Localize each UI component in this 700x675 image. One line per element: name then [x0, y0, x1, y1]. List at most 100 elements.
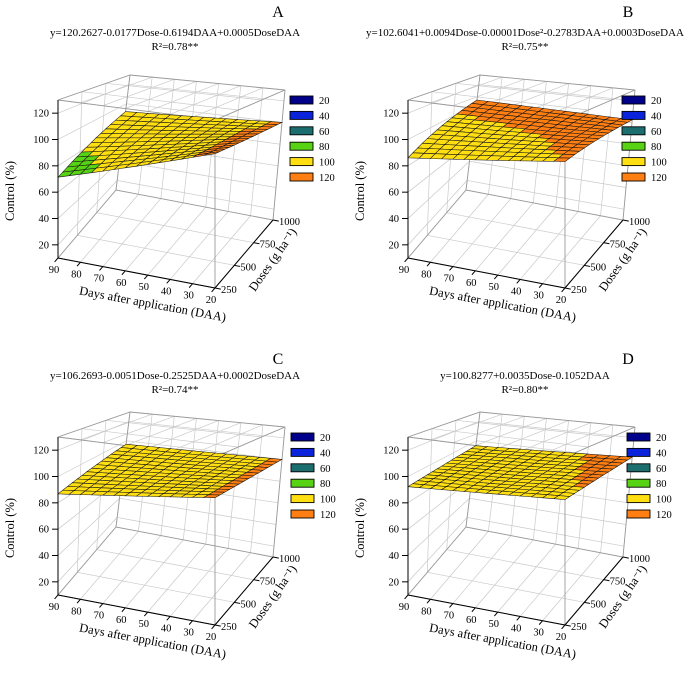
tick-label: 60 — [466, 615, 477, 626]
box-grid — [407, 411, 636, 626]
surface-mesh — [407, 99, 634, 162]
tick-label: 30 — [183, 291, 194, 302]
tick-label: 30 — [183, 628, 194, 639]
tick-label: 100 — [33, 472, 49, 483]
legend-swatch — [621, 110, 646, 120]
tick-label: 120 — [383, 446, 399, 457]
legend-value: 60 — [320, 464, 331, 475]
regression-equation: y=102.6041+0.0094Dose-0.00001Dose²-0.278… — [366, 27, 684, 39]
r-squared-value: R²=0.78** — [151, 41, 199, 54]
tick-label: 250 — [221, 622, 237, 633]
legend-swatch — [289, 126, 314, 136]
tick-label: 750 — [610, 577, 626, 588]
tick-label: 60 — [466, 278, 477, 289]
tick-label: 40 — [161, 286, 172, 297]
tick-label: 90 — [49, 602, 60, 613]
tick-label: 80 — [71, 269, 82, 280]
legend-swatch — [626, 463, 651, 473]
legend: 20 40 60 80 100 120 — [290, 432, 336, 521]
tick-label: 250 — [571, 622, 587, 633]
tick-label: 1000 — [629, 554, 650, 565]
legend-value: 100 — [656, 495, 672, 506]
surface-plot-a: 20 40 60 80 100 120 90 80 70 60 50 40 30 20 250 500 750 1… — [3, 74, 335, 325]
tick-label: 20 — [389, 577, 400, 588]
z-axis-label: Control (%) — [3, 498, 17, 558]
legend-value: 100 — [651, 158, 667, 169]
tick-label: 100 — [383, 472, 399, 483]
legend-swatch — [626, 494, 651, 504]
tick-label: 120 — [33, 446, 49, 457]
tick-label: 60 — [39, 188, 50, 199]
legend-value: 80 — [320, 479, 331, 490]
tick-label: 40 — [511, 286, 521, 297]
tick-label: 80 — [389, 161, 400, 172]
panel-title: y=100.8277+0.0035Dose-0.1052DAA R²=0.80*… — [350, 337, 700, 398]
legend-swatch — [289, 141, 314, 151]
legend-value: 100 — [320, 495, 336, 506]
legend-value: 60 — [651, 127, 662, 138]
tick-label: 500 — [590, 599, 606, 610]
panel-letter: C — [272, 351, 284, 368]
tick-label: 50 — [488, 282, 499, 293]
legend-value: 120 — [656, 510, 672, 521]
legend-swatch — [289, 110, 314, 120]
legend-value: 120 — [320, 510, 336, 521]
legend-swatch — [290, 447, 315, 457]
tick-label: 750 — [260, 577, 276, 588]
tick-label: 60 — [39, 525, 50, 536]
legend-value: 120 — [319, 173, 335, 184]
z-axis-label: Control (%) — [3, 161, 17, 221]
tick-label: 120 — [383, 109, 399, 120]
tick-label: 80 — [71, 606, 82, 617]
panel-title: y=120.2627-0.0177Dose-0.6194DAA+0.0005Do… — [0, 0, 350, 55]
legend-swatch — [290, 478, 315, 488]
surface-mesh — [407, 445, 634, 500]
tick-label: 750 — [610, 240, 626, 251]
tick-label: 40 — [389, 551, 400, 562]
tick-label: 20 — [39, 240, 50, 251]
legend-value: 80 — [319, 142, 330, 153]
tick-label: 70 — [444, 611, 455, 622]
tick-label: 90 — [399, 602, 410, 613]
regression-equation: y=100.8277+0.0035Dose-0.1052DAA — [440, 370, 610, 382]
legend-swatch — [626, 478, 651, 488]
y-axis-label: Doses (g ha⁻¹) — [596, 563, 650, 631]
legend-value: 20 — [320, 433, 331, 444]
legend-swatch — [289, 157, 314, 167]
tick-label: 500 — [240, 599, 256, 610]
tick-label: 100 — [383, 135, 399, 146]
box-grid — [57, 74, 286, 289]
tick-label: 40 — [39, 214, 50, 225]
tick-label: 100 — [33, 135, 49, 146]
legend-value: 40 — [651, 111, 662, 122]
panel-title: y=102.6041+0.0094Dose-0.00001Dose²-0.278… — [350, 0, 700, 55]
legend-value: 20 — [319, 96, 330, 107]
surface-plot-d: 20 40 60 80 100 120 90 80 70 60 50 40 30 20 250 500 750 1… — [353, 411, 672, 662]
surface-mesh — [57, 111, 284, 178]
y-axis-label: Doses (g ha⁻¹) — [596, 226, 650, 294]
tick-label: 40 — [161, 623, 172, 634]
legend-swatch — [621, 141, 646, 151]
legend-value: 40 — [319, 111, 330, 122]
tick-label: 90 — [399, 265, 410, 276]
tick-label: 60 — [389, 188, 400, 199]
tick-label: 750 — [260, 240, 276, 251]
tick-label: 20 — [206, 632, 217, 643]
tick-label: 60 — [389, 525, 400, 536]
panel-title: y=106.2693-0.0051Dose-0.2525DAA+0.0002Do… — [0, 337, 350, 398]
tick-label: 40 — [389, 214, 400, 225]
legend-value: 60 — [319, 127, 330, 138]
tick-label: 20 — [389, 240, 400, 251]
legend-swatch — [290, 494, 315, 504]
tick-label: 50 — [138, 282, 149, 293]
tick-label: 60 — [116, 615, 127, 626]
legend-swatch — [626, 447, 651, 457]
tick-label: 80 — [421, 269, 432, 280]
legend: 20 40 60 80 100 120 — [626, 432, 672, 521]
tick-label: 90 — [49, 265, 60, 276]
tick-label: 80 — [39, 498, 50, 509]
legend-value: 20 — [656, 433, 667, 444]
y-axis-label: Doses (g ha⁻¹) — [246, 563, 300, 631]
tick-label: 500 — [240, 262, 256, 273]
